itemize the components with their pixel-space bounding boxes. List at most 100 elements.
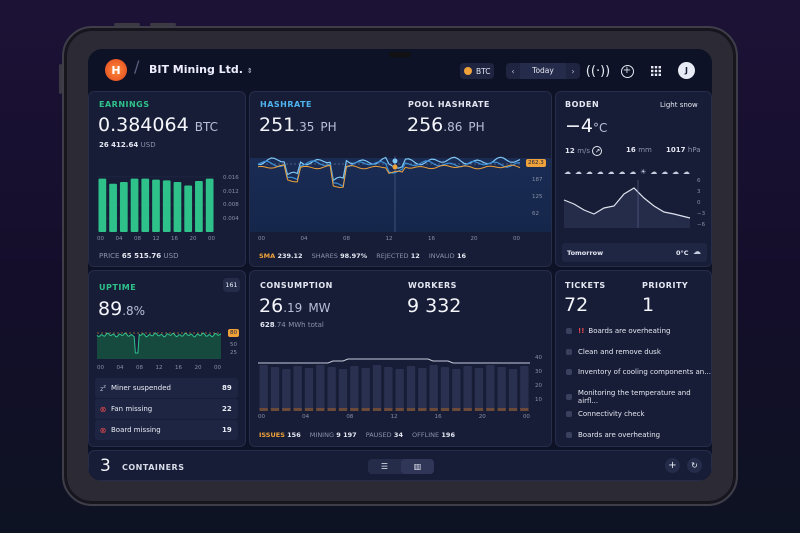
weather-condition: Light snow: [660, 101, 698, 109]
containers-bar: 3 CONTAINERS ☰ ▥ + ↻: [88, 450, 712, 481]
consumption-stats: ISSUES 156 MINING 9 197 PAUSED 34 OFFLIN…: [259, 431, 455, 439]
tomorrow-row[interactable]: Tomorrow 0°C ☁: [562, 243, 707, 262]
hashrate-x-axis: 00 04 08 12 16 20 00: [258, 236, 520, 242]
wind: 12 m/s ↗: [565, 146, 603, 156]
company-select[interactable]: BIT Mining Ltd. ⇕: [149, 63, 253, 76]
forecast-icons: ☁ ☁ ☁ ☁ ☁ ☁ ☁ ☀ ☁ ☁ ☁ ☁: [564, 168, 690, 176]
pool-hashrate-value: 256.86 PH: [407, 114, 485, 136]
bitcoin-icon: [464, 67, 472, 75]
checkbox[interactable]: [566, 432, 572, 438]
pressure: 1017 hPa: [666, 146, 701, 154]
consumption-bar: [406, 366, 416, 411]
checkbox[interactable]: [566, 411, 572, 417]
consumption-bar: [497, 367, 506, 411]
chevron-left-icon[interactable]: ‹: [511, 66, 515, 76]
consumption-bar: [508, 369, 518, 411]
weather-card: BODEN Light snow −4°C 12 m/s ↗ 16 mm 101…: [555, 91, 712, 267]
ticket-item[interactable]: !! Boards are overheating: [566, 327, 670, 335]
hashrate-card: HASHRATE 251.35 PH POOL HASHRATE 256.86 …: [249, 91, 552, 267]
hashrate-series: [257, 160, 521, 188]
consumption-bar: [293, 366, 302, 411]
snow-cloud-icon: ☁: [596, 168, 604, 176]
uptime-badge[interactable]: 161: [223, 278, 240, 292]
add-icon[interactable]: +: [618, 62, 636, 80]
offline-bar: [304, 408, 314, 411]
avatar[interactable]: J: [678, 62, 695, 79]
ticket-item[interactable]: Inventory of cooling components an...: [566, 368, 711, 376]
hashrate-marker: 262.3: [526, 159, 546, 167]
earnings-value: 0.384064 BTC: [98, 114, 218, 136]
ticket-item[interactable]: Boards are overheating: [566, 431, 660, 439]
consumption-bar: [259, 365, 268, 411]
consumption-bar: [361, 368, 370, 411]
consumption-y-axis: 40 30 20 10: [535, 355, 542, 403]
ticket-item[interactable]: Clean and remove dusk: [566, 348, 661, 356]
earnings-bar: [205, 178, 214, 232]
uptime-card: UPTIME 161 89.8% 80 50 25 00 04 08 12 16 20 00 …: [88, 270, 246, 447]
earnings-bar: [152, 179, 160, 232]
uptime-label: UPTIME: [99, 283, 137, 292]
offline-bar: [497, 408, 506, 411]
temperature-line: [563, 187, 691, 219]
error-icon: ⊗: [99, 404, 107, 414]
logo-icon: H: [105, 59, 127, 81]
offline-bar: [418, 408, 427, 411]
wind-direction-icon: ↗: [592, 146, 603, 156]
volume-button: [150, 23, 176, 26]
pool-hashrate-series: [257, 156, 521, 182]
list-view-icon[interactable]: ☰: [380, 462, 389, 471]
chevron-right-icon[interactable]: ›: [571, 66, 575, 76]
workers-line: [258, 358, 530, 364]
view-toggle: ☰ ▥: [368, 459, 434, 474]
pool-hashrate-label: POOL HASHRATE: [408, 100, 490, 109]
ticket-item[interactable]: Monitoring the temperature and airfl...: [566, 389, 711, 405]
consumption-chart: [258, 358, 530, 411]
snow-cloud-icon: ☁: [661, 168, 669, 176]
containers-label: CONTAINERS: [122, 463, 185, 472]
consumption-bar: [282, 369, 291, 411]
earnings-bar: [173, 182, 182, 232]
earnings-bar-chart: [97, 176, 215, 232]
earnings-bar: [184, 185, 193, 232]
divider: /: [134, 57, 140, 76]
hashrate-line-chart: [257, 156, 521, 232]
offline-bar: [520, 408, 529, 411]
consumption-bar: [452, 369, 461, 411]
refresh-icon[interactable]: ↻: [687, 458, 702, 473]
uptime-x-axis: 00 04 08 12 16 20 00: [97, 365, 221, 371]
apps-grid-icon[interactable]: [647, 62, 665, 80]
checkbox[interactable]: [566, 369, 572, 375]
snow-cloud-icon: ☁: [650, 168, 658, 176]
volume-button: [114, 23, 140, 26]
ticket-item[interactable]: Connectivity check: [566, 410, 645, 418]
snow-cloud-icon: ☁: [585, 168, 593, 176]
broadcast-icon[interactable]: ((·)): [585, 63, 611, 79]
workers-label: WORKERS: [408, 281, 457, 290]
earnings-bar: [195, 181, 203, 232]
weather-y-axis: 6 3 0 −3 −6: [697, 178, 706, 228]
weather-location: BODEN: [565, 100, 600, 109]
date-label[interactable]: Today: [520, 63, 566, 79]
offline-bar: [270, 408, 280, 411]
offline-bar: [474, 408, 484, 411]
checkbox[interactable]: [566, 349, 572, 355]
consumption-x-axis: 00 04 08 12 16 20 00: [258, 414, 530, 420]
checkbox[interactable]: [566, 394, 572, 400]
earnings-bar: [141, 178, 150, 232]
priority-icon: !!: [578, 327, 585, 335]
add-container-button[interactable]: +: [665, 458, 680, 473]
list-item[interactable]: ⊗ Fan missing 22: [95, 399, 238, 419]
checkbox[interactable]: [566, 328, 572, 334]
consumption-total: 628.74 MWh total: [260, 321, 324, 329]
zzz-icon: zz: [100, 383, 106, 393]
list-item[interactable]: ⊗ Board missing 19: [95, 420, 238, 440]
consumption-bar: [316, 365, 325, 411]
camera: [389, 52, 411, 57]
snow-cloud-icon: ☁: [672, 168, 680, 176]
list-item[interactable]: zz Miner suspended 89: [95, 378, 238, 398]
offline-bar: [452, 408, 461, 411]
offline-bar: [429, 408, 438, 411]
earnings-x-axis: 00 04 08 12 16 20 00: [97, 236, 215, 242]
currency-select[interactable]: BTC: [460, 63, 494, 79]
map-view-icon[interactable]: ▥: [401, 459, 434, 474]
